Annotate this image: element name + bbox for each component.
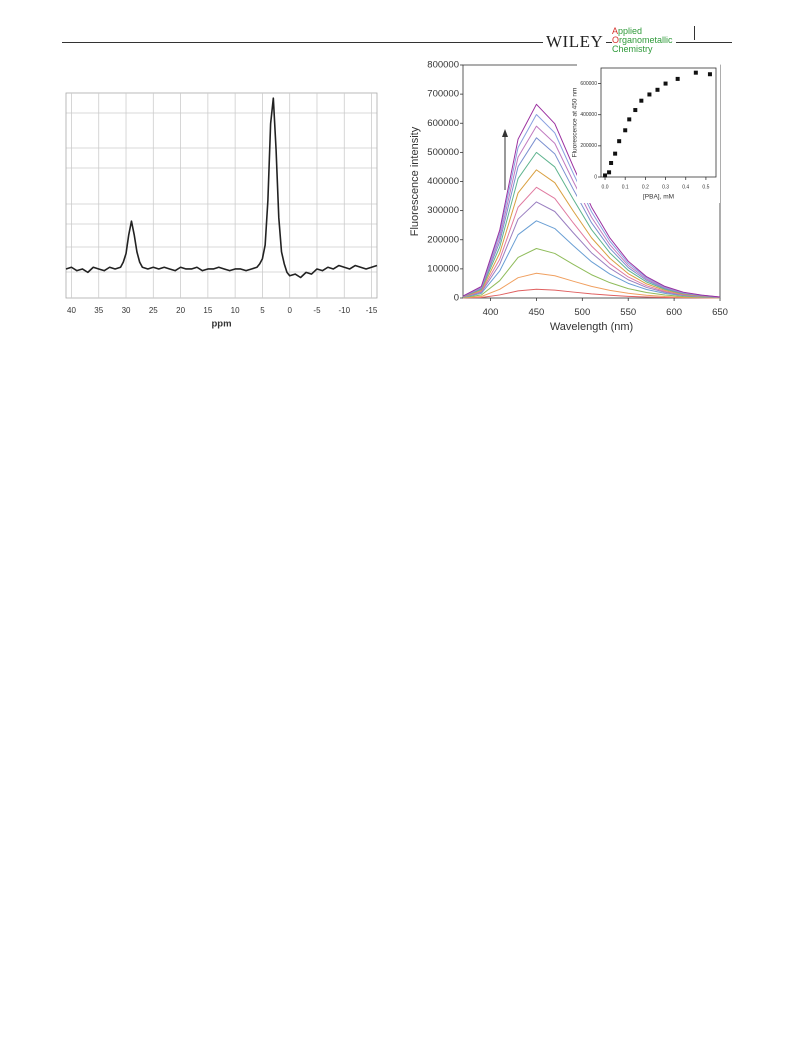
x-tick-label: 35 (94, 306, 103, 315)
data-line (462, 288, 721, 299)
y-tick-label: 400000 (427, 176, 459, 187)
data-point (707, 72, 712, 77)
data-point (609, 160, 614, 165)
data-point (647, 92, 652, 97)
x-tick-label: 20 (176, 306, 185, 315)
arrow (502, 129, 508, 190)
y-tick-label: 200000 (580, 143, 597, 149)
x-tick-label: 600 (666, 307, 682, 318)
nmr-hgrid (66, 112, 377, 273)
y-tick-label: 700000 (427, 89, 459, 100)
x-tick-label: -10 (338, 306, 350, 315)
data-line (462, 151, 721, 298)
data-line (462, 272, 721, 299)
data-line (462, 186, 721, 298)
y-tick-label: 600000 (580, 81, 597, 87)
x-tick-label: -5 (313, 306, 321, 315)
header-bar (694, 26, 695, 40)
x-tick-label: 30 (122, 306, 131, 315)
x-tick-label: 40 (67, 306, 76, 315)
data-point (627, 117, 632, 122)
x-tick-label: 10 (231, 306, 240, 315)
x-tick-label: 15 (203, 306, 212, 315)
y-tick-label: 600000 (427, 118, 459, 129)
data-point (603, 173, 608, 178)
plot-frame (600, 67, 717, 178)
data-line (462, 201, 721, 299)
data-line (462, 220, 721, 299)
y-tick-label: 200000 (427, 234, 459, 245)
journal-word: Organometallic (612, 35, 673, 45)
data-point (607, 170, 612, 175)
x-tick-label: 450 (528, 307, 544, 318)
publisher: WILEY (543, 32, 607, 52)
data-point (693, 70, 698, 75)
x-tick-label: 400 (483, 307, 499, 318)
x-axis-label: Wavelength (nm) (550, 321, 633, 333)
y-tick-label: 500000 (427, 147, 459, 158)
y-tick-label: 800000 (427, 60, 459, 71)
x-tick-label: 0 (287, 306, 292, 315)
y-tick-label: 400000 (580, 112, 597, 118)
y-axis-label: Fluorescence at 450 nm (572, 88, 579, 158)
x-tick-label: 5 (260, 306, 265, 315)
data-point (633, 108, 638, 113)
data-point (623, 128, 628, 133)
data-line (462, 103, 721, 298)
journal-word: Chemistry (612, 44, 653, 54)
data-line (65, 97, 378, 279)
y-tick-label: 300000 (427, 205, 459, 216)
plot-frame (65, 92, 378, 299)
x-tick-label: -15 (366, 306, 378, 315)
x-tick-label: 0.3 (662, 184, 669, 190)
data-point (613, 151, 618, 156)
data-point (675, 76, 680, 81)
figures: 40 35 30 25 20 15 10 5 0 -5 -10 -15 ppm 400 450 500 550 6… (65, 60, 728, 333)
x-tick-label: 0.1 (622, 184, 629, 190)
x-tick-label: 0.5 (702, 184, 709, 190)
x-tick-label: 550 (620, 307, 636, 318)
data-point (639, 98, 644, 103)
data-point (663, 81, 668, 86)
x-axis-label: [PBA], mM (643, 194, 674, 201)
x-tick-label: 0.4 (682, 184, 689, 190)
x-axis-label: ppm (211, 319, 231, 330)
y-tick-label: 0 (454, 293, 459, 304)
journal-word: Applied (612, 26, 643, 36)
x-tick-label: 0.0 (602, 184, 609, 190)
inset-background (577, 64, 720, 203)
arrow-head (502, 129, 508, 137)
x-tick-label: 650 (712, 307, 728, 318)
y-axis-label: Fluorescence intensity (409, 126, 421, 236)
x-tick-label: 25 (149, 306, 158, 315)
journal-name: Applied Organometallic Chemistry (612, 27, 676, 54)
header-rule (62, 42, 732, 43)
data-point (655, 87, 660, 92)
x-tick-label: 500 (574, 307, 590, 318)
data-line (462, 247, 721, 299)
x-tick-label: 0.2 (642, 184, 649, 190)
data-point (617, 139, 622, 144)
y-tick-label: 100000 (427, 263, 459, 274)
data-line (462, 169, 721, 298)
y-tick-label: 0 (594, 174, 597, 180)
